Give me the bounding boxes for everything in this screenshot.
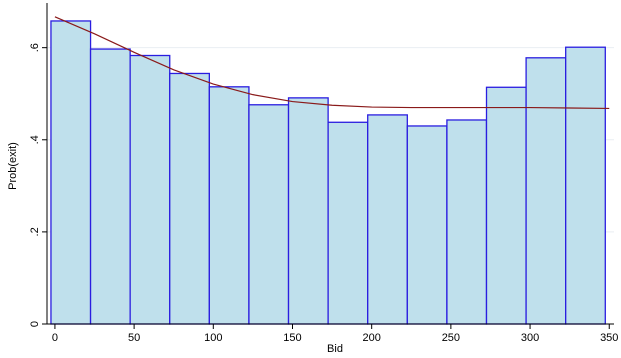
x-tick-label-0: 0 bbox=[52, 332, 58, 344]
x-tick-label-4: 200 bbox=[362, 332, 380, 344]
x-tick-label-6: 300 bbox=[521, 332, 539, 344]
x-tick-label-1: 50 bbox=[128, 332, 140, 344]
fitted-curve bbox=[54, 16, 610, 110]
x-tick-label-3: 150 bbox=[283, 332, 301, 344]
y-tick-label-0: 0 bbox=[29, 321, 41, 327]
bar-7 bbox=[327, 121, 369, 325]
y-axis-title: Prob(exit) bbox=[7, 142, 19, 190]
bar-4 bbox=[208, 86, 250, 325]
bar-1 bbox=[89, 48, 131, 325]
bar-6 bbox=[287, 97, 329, 325]
x-tick-label-7: 350 bbox=[600, 332, 618, 344]
bar-10 bbox=[446, 119, 488, 325]
y-tick-label-3: .6 bbox=[29, 43, 41, 52]
x-tick-label-5: 250 bbox=[442, 332, 460, 344]
bar-9 bbox=[406, 125, 448, 325]
fitted-curve-layer bbox=[54, 16, 610, 110]
bar-2 bbox=[129, 54, 171, 325]
y-tick-label-2: .4 bbox=[29, 135, 41, 144]
bar-13 bbox=[565, 46, 606, 325]
x-axis-title: Bid bbox=[327, 343, 343, 355]
bar-11 bbox=[485, 86, 527, 325]
bar-3 bbox=[169, 72, 210, 325]
bar-5 bbox=[248, 104, 290, 325]
bar-0 bbox=[50, 20, 92, 325]
bar-12 bbox=[525, 57, 567, 325]
x-tick-label-2: 100 bbox=[204, 332, 222, 344]
bars bbox=[50, 20, 606, 325]
axes: 0 50 100 150 200 250 300 350 0 .2 .4 .6 bbox=[29, 3, 618, 344]
y-tick-label-1: .2 bbox=[29, 227, 41, 236]
bar-8 bbox=[367, 114, 408, 325]
